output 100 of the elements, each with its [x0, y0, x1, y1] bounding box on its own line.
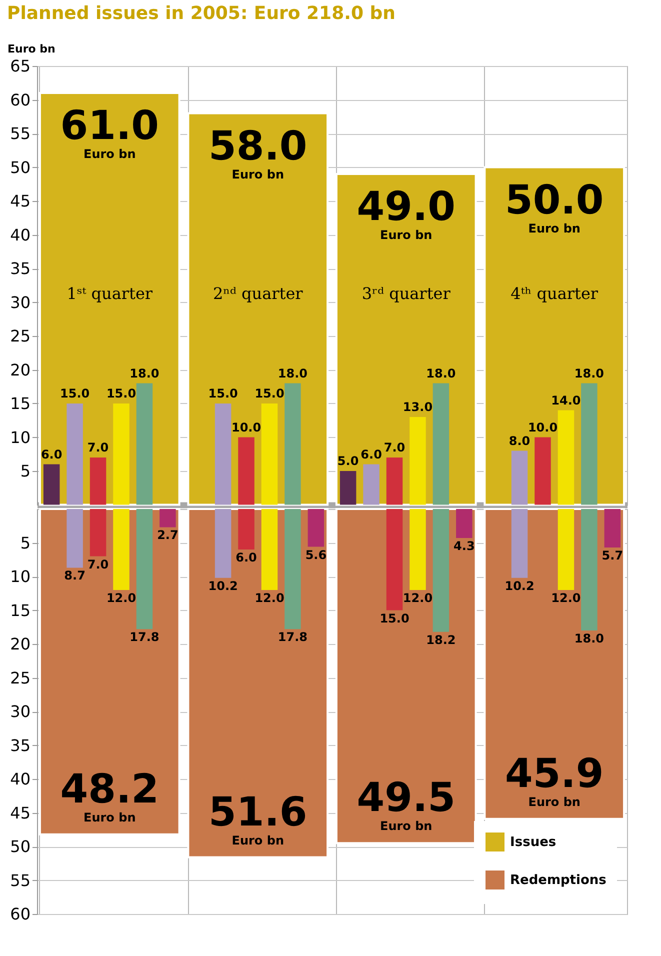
bar — [386, 509, 403, 610]
bar — [581, 509, 598, 630]
data-label: 17.8 — [278, 630, 308, 644]
annotation: Euro bn — [232, 833, 284, 848]
data-label: 49.0 — [356, 184, 456, 230]
bar — [581, 383, 598, 505]
data-label: 18.0 — [278, 366, 308, 380]
y-tick-label: 65 — [10, 56, 30, 76]
bar — [558, 410, 574, 505]
bar — [432, 383, 450, 505]
bar — [90, 509, 106, 556]
annotation: Euro bn — [84, 147, 136, 161]
data-label: 51.6 — [208, 789, 308, 836]
annotation: Euro bn — [84, 810, 136, 824]
data-label: 15.0 — [106, 386, 136, 400]
bar — [410, 417, 426, 505]
x-tick-label: 4ᵗʰ quarter — [510, 284, 598, 304]
y-tick-label: 50 — [10, 837, 30, 856]
y-tick-label: 25 — [10, 326, 30, 346]
data-label: 15.0 — [60, 386, 90, 400]
bar — [410, 509, 426, 590]
bar — [363, 464, 380, 505]
data-label: 5.0 — [337, 454, 359, 468]
bar — [308, 509, 324, 547]
y-tick-label: 60 — [10, 90, 30, 110]
y-tick-label: 35 — [10, 736, 30, 755]
data-label: 10.2 — [208, 578, 238, 593]
bar — [214, 509, 232, 578]
data-label: 5.6 — [305, 548, 327, 562]
y-tick-label: 5 — [20, 462, 30, 480]
bar — [90, 458, 106, 505]
annotation: Euro bn — [528, 221, 580, 236]
data-label: 7.0 — [87, 557, 109, 572]
y-tick-label: 5 — [20, 533, 30, 552]
data-label: 4.3 — [454, 539, 475, 554]
y-tick-label: 45 — [10, 803, 30, 822]
y-tick-label: 30 — [10, 702, 30, 721]
bar — [136, 383, 153, 505]
y-tick-label: 35 — [10, 259, 30, 278]
data-label: 2.7 — [157, 528, 178, 542]
data-label: 18.2 — [426, 632, 456, 647]
annotation: Euro bn — [232, 167, 284, 182]
y-tick-label: 10 — [10, 567, 30, 586]
bar — [284, 383, 301, 505]
y-tick-label: 40 — [10, 225, 30, 244]
data-label: 58.0 — [208, 123, 308, 170]
y-tick-label: 40 — [10, 770, 30, 788]
data-label: 49.5 — [356, 775, 456, 822]
data-label: 12.0 — [254, 591, 284, 605]
bar — [511, 509, 528, 578]
bar — [604, 509, 621, 548]
data-label: 18.0 — [574, 632, 604, 646]
y-tick-label: 20 — [10, 360, 30, 380]
bar — [214, 404, 232, 505]
y-tick-label: 25 — [10, 668, 30, 688]
bar — [136, 509, 153, 630]
bar — [386, 458, 403, 505]
y-tick-label: 20 — [10, 634, 30, 654]
bar — [511, 450, 528, 505]
data-label: 15.0 — [380, 611, 410, 626]
annotation: Euro bn — [380, 228, 432, 242]
data-label: 13.0 — [402, 400, 433, 414]
y-tick-label: 15 — [10, 600, 30, 620]
bar — [238, 509, 254, 550]
bar — [284, 509, 301, 630]
bar — [160, 509, 176, 528]
bar — [66, 509, 83, 568]
data-label: 12.0 — [106, 591, 136, 605]
bar — [113, 404, 130, 505]
data-label: 8.0 — [508, 434, 530, 448]
bar — [558, 509, 574, 590]
y-tick-label: 30 — [10, 292, 30, 312]
data-label: 12.0 — [402, 591, 433, 605]
data-label: 15.0 — [208, 386, 238, 400]
y-tick-label: 15 — [10, 394, 30, 413]
data-label: 8.7 — [64, 568, 86, 583]
bar — [432, 509, 450, 632]
y-tick-label: 60 — [10, 904, 30, 924]
chart-title: Planned issues in 2005: Euro 218.0 bn — [7, 3, 396, 24]
data-label: 48.2 — [60, 766, 159, 812]
bar — [534, 437, 551, 505]
bar — [113, 509, 130, 590]
data-label: 10.2 — [504, 578, 534, 593]
y-axis-title: Euro bn — [8, 42, 56, 56]
data-label: 17.8 — [130, 630, 160, 644]
y-tick-label: 45 — [10, 192, 30, 210]
legend-label: Issues — [510, 835, 556, 850]
y-tick-label: 10 — [10, 428, 30, 447]
data-label: 50.0 — [505, 177, 604, 224]
bar — [261, 404, 278, 505]
data-label: 6.0 — [236, 550, 257, 564]
x-tick-label: 2ⁿᵈ quarter — [212, 284, 304, 304]
bar — [66, 404, 83, 505]
data-label: 15.0 — [254, 386, 284, 400]
data-label: 10.0 — [528, 420, 558, 434]
text: Redemptions — [510, 873, 607, 888]
bar — [340, 471, 356, 505]
data-label: 7.0 — [87, 440, 109, 454]
data-label: 7.0 — [384, 440, 406, 454]
bar — [456, 509, 472, 538]
